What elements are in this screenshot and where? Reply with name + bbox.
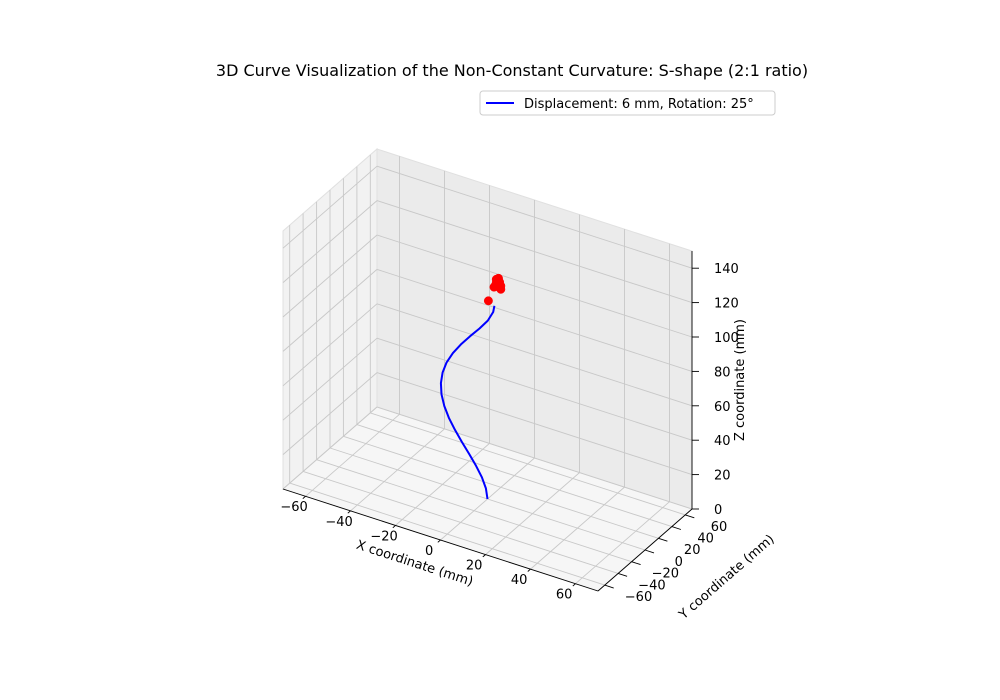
gridline-z-left [282, 165, 378, 249]
y-tick-mark [604, 584, 614, 589]
y-tick-label: −20 [652, 567, 679, 582]
y-tick-mark [671, 526, 682, 530]
z-tick-label: 100 [714, 331, 739, 346]
gridline-z-left [282, 234, 378, 318]
gridline-y-floor [302, 470, 619, 574]
data-marker-point [483, 296, 493, 306]
gridline-z-right [376, 165, 693, 269]
x-tick-label: 0 [425, 544, 433, 559]
x-tick-mark [527, 568, 531, 572]
legend-entry-label: Displacement: 6 mm, Rotation: 25° [524, 97, 754, 112]
y-tick-label: 20 [684, 543, 701, 558]
gridline-y-floor [370, 412, 686, 516]
data-marker-point [496, 284, 506, 294]
marker-layer [483, 273, 506, 306]
x-tick-mark [302, 495, 306, 499]
gridline-z-right [376, 406, 693, 510]
gridlines [282, 154, 693, 586]
x-tick-label: −60 [280, 500, 307, 515]
y-tick-mark [658, 537, 668, 542]
curve-series-line [439, 305, 496, 500]
y-tick-label: −40 [638, 578, 665, 593]
z-tick-label: 60 [714, 400, 731, 415]
y-tick-mark [617, 572, 628, 577]
x-tick-mark [482, 554, 486, 558]
z-tick-label: 140 [714, 262, 739, 277]
curve-layer [439, 305, 496, 500]
x-tick-label: 60 [556, 588, 573, 603]
y-tick-label: 0 [675, 555, 683, 570]
gridline-y-floor [289, 482, 605, 586]
y-tick-label: −60 [625, 590, 652, 605]
gridline-z-left [282, 200, 378, 283]
gridline-z-right [376, 337, 693, 441]
y-tick-label: 60 [711, 520, 728, 535]
z-tick-label: 0 [714, 503, 722, 518]
z-axis-label: Z coordinate (mm) [733, 319, 748, 441]
z-tick-label: 20 [714, 469, 731, 484]
x-tick-label: −40 [325, 515, 352, 530]
gridline-z-right [376, 200, 693, 304]
gridline-z-right [376, 268, 693, 372]
gridline-z-left [282, 337, 378, 421]
y-tick-label: 40 [697, 532, 714, 547]
x-tick-mark [572, 583, 576, 587]
y-tick-mark [644, 549, 655, 554]
z-tick-label: 120 [714, 297, 739, 312]
gridline-z-left [282, 372, 378, 455]
x-tick-mark [347, 510, 351, 514]
legend-frame [479, 90, 776, 116]
z-tick-label: 80 [714, 365, 731, 380]
gridline-y-floor [316, 459, 632, 563]
x-tick-mark [392, 525, 396, 529]
gridline-z-left [282, 269, 378, 352]
legend: Displacement: 6 mm, Rotation: 25° [479, 90, 776, 116]
gridline-z-left [282, 406, 378, 490]
gridline-z-left [282, 303, 378, 387]
x-tick-label: 20 [466, 559, 483, 574]
x-tick-label: 40 [511, 573, 528, 588]
gridline-z-right [376, 303, 693, 407]
y-tick-mark [631, 561, 641, 566]
chart-title: 3D Curve Visualization of the Non-Consta… [216, 61, 808, 80]
x-tick-label: −20 [370, 529, 397, 544]
gridline-z-right [376, 372, 693, 476]
gridline-z-right [376, 234, 693, 338]
gridline-y-floor [356, 424, 673, 528]
x-tick-mark [437, 539, 441, 543]
gridline-y-floor [343, 435, 659, 539]
data-marker-point [491, 274, 501, 284]
y-tick-mark [685, 514, 695, 519]
z-tick-label: 40 [714, 434, 731, 449]
